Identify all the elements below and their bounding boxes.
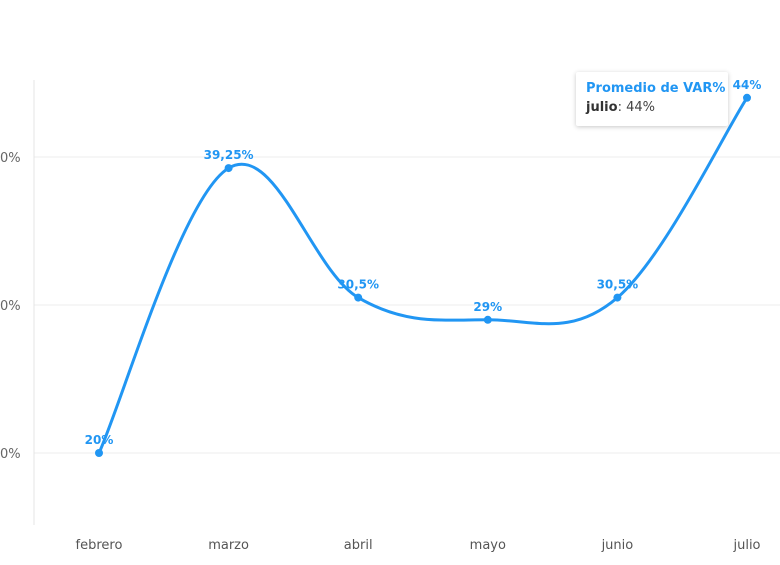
y-tick-label: 0% (0, 447, 21, 462)
y-tick-label: 0% (0, 151, 21, 166)
data-label: 30,5% (337, 278, 379, 292)
tooltip-value: 44% (626, 100, 655, 115)
x-tick-label: julio (732, 538, 760, 553)
label-layer: 20% 39,25% 30,5% 29% 30,5% 44% (85, 78, 762, 447)
axis-layer: 0% 0% 0% febrero marzo abril mayo junio julio (0, 80, 761, 553)
x-tick-label: abril (344, 538, 373, 553)
data-point[interactable] (483, 315, 492, 324)
tooltip: Promedio de VAR% julio: 44% (576, 72, 728, 126)
data-label: 20% (85, 433, 114, 447)
data-label: 39,25% (204, 148, 254, 162)
x-tick-label: febrero (76, 538, 123, 553)
data-point[interactable] (95, 449, 103, 457)
series-layer (95, 93, 751, 457)
data-label: 29% (473, 300, 502, 314)
data-label: 44% (733, 78, 762, 92)
data-point[interactable] (613, 293, 622, 302)
data-point[interactable] (224, 164, 233, 173)
data-point[interactable] (354, 293, 363, 302)
tooltip-title: Promedio de VAR% (586, 81, 726, 96)
tooltip-category: julio (586, 100, 618, 115)
tooltip-row: julio: 44% (586, 100, 718, 115)
data-label: 30,5% (597, 278, 639, 292)
series-line (97, 96, 749, 455)
tooltip-separator: : (617, 100, 627, 115)
data-point[interactable] (743, 93, 751, 102)
x-tick-label: junio (601, 538, 634, 553)
y-tick-label: 0% (0, 299, 21, 314)
x-tick-label: marzo (208, 538, 249, 553)
grid-layer (34, 156, 780, 454)
x-tick-label: mayo (470, 538, 506, 553)
